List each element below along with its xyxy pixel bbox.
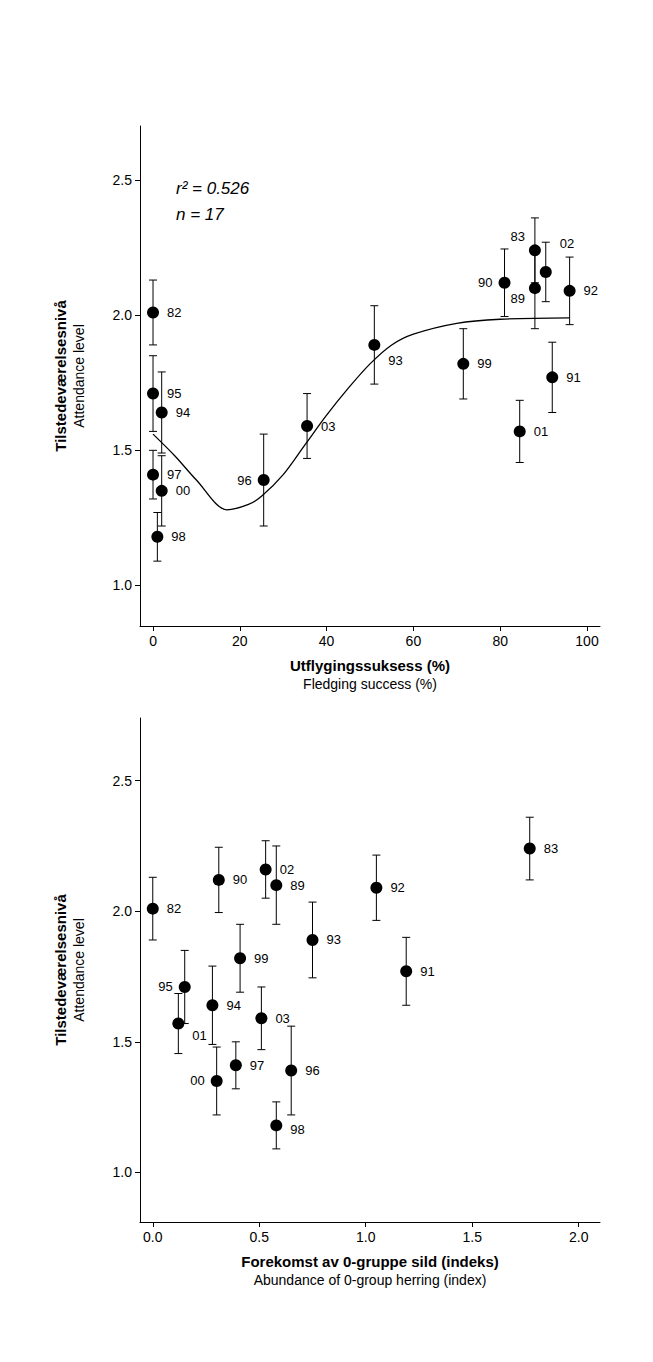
- svg-text:91: 91: [420, 964, 434, 979]
- svg-text:01: 01: [534, 424, 548, 439]
- svg-text:Tilstedeværelsesnivå: Tilstedeværelsesnivå: [52, 300, 69, 452]
- svg-text:99: 99: [477, 356, 491, 371]
- svg-text:02: 02: [280, 862, 294, 877]
- svg-text:1.5: 1.5: [113, 442, 133, 458]
- svg-text:03: 03: [275, 1011, 289, 1026]
- svg-text:Attendance level: Attendance level: [71, 324, 87, 428]
- svg-text:98: 98: [171, 529, 185, 544]
- svg-text:91: 91: [566, 370, 580, 385]
- svg-text:0: 0: [149, 633, 157, 649]
- svg-text:94: 94: [226, 998, 240, 1013]
- svg-text:60: 60: [406, 633, 422, 649]
- svg-text:2.0: 2.0: [113, 903, 133, 919]
- svg-text:Attendance level: Attendance level: [71, 918, 87, 1022]
- svg-text:0.0: 0.0: [143, 1229, 163, 1245]
- svg-text:20: 20: [232, 633, 248, 649]
- svg-text:93: 93: [327, 932, 341, 947]
- svg-text:Forekomst av 0-gruppe sild (in: Forekomst av 0-gruppe sild (indeks): [241, 1253, 499, 1270]
- svg-text:83: 83: [510, 229, 524, 244]
- svg-text:93: 93: [388, 353, 402, 368]
- svg-text:01: 01: [192, 1028, 206, 1043]
- svg-text:90: 90: [233, 872, 247, 887]
- svg-text:92: 92: [390, 880, 404, 895]
- svg-text:Tilstedeværelsesnivå: Tilstedeværelsesnivå: [52, 894, 69, 1046]
- svg-text:100: 100: [575, 633, 599, 649]
- svg-text:96: 96: [305, 1063, 319, 1078]
- svg-text:2.0: 2.0: [113, 307, 133, 323]
- svg-text:97: 97: [167, 467, 181, 482]
- svg-text:94: 94: [176, 405, 190, 420]
- svg-text:1.0: 1.0: [356, 1229, 376, 1245]
- svg-text:96: 96: [237, 473, 251, 488]
- svg-text:0.5: 0.5: [250, 1229, 270, 1245]
- svg-text:90: 90: [478, 275, 492, 290]
- svg-text:98: 98: [290, 1122, 304, 1137]
- svg-text:2.5: 2.5: [113, 773, 133, 789]
- svg-text:80: 80: [492, 633, 508, 649]
- svg-text:1.5: 1.5: [462, 1229, 482, 1245]
- svg-text:1.5: 1.5: [113, 1034, 133, 1050]
- svg-text:89: 89: [290, 878, 304, 893]
- svg-text:n = 17: n = 17: [176, 205, 224, 224]
- svg-text:40: 40: [319, 633, 335, 649]
- svg-text:00: 00: [176, 483, 190, 498]
- svg-text:82: 82: [167, 305, 181, 320]
- svg-text:r² = 0.526: r² = 0.526: [176, 179, 250, 198]
- svg-text:95: 95: [167, 386, 181, 401]
- svg-text:Fledging success (%): Fledging success (%): [303, 676, 437, 692]
- svg-text:82: 82: [167, 901, 181, 916]
- svg-text:95: 95: [158, 979, 172, 994]
- svg-text:89: 89: [510, 291, 524, 306]
- svg-text:1.0: 1.0: [113, 577, 133, 593]
- svg-text:97: 97: [250, 1058, 264, 1073]
- svg-text:99: 99: [254, 951, 268, 966]
- svg-text:83: 83: [544, 841, 558, 856]
- svg-text:03: 03: [321, 418, 336, 434]
- svg-text:92: 92: [584, 283, 598, 298]
- svg-text:Abundance of 0-group herring (: Abundance of 0-group herring (index): [254, 1272, 487, 1288]
- svg-text:02: 02: [560, 236, 574, 251]
- svg-text:00: 00: [190, 1073, 204, 1088]
- svg-text:2.5: 2.5: [113, 172, 133, 188]
- svg-text:Utflygingssuksess (%): Utflygingssuksess (%): [290, 657, 450, 674]
- svg-text:1.0: 1.0: [113, 1164, 133, 1180]
- svg-text:2.0: 2.0: [569, 1229, 589, 1245]
